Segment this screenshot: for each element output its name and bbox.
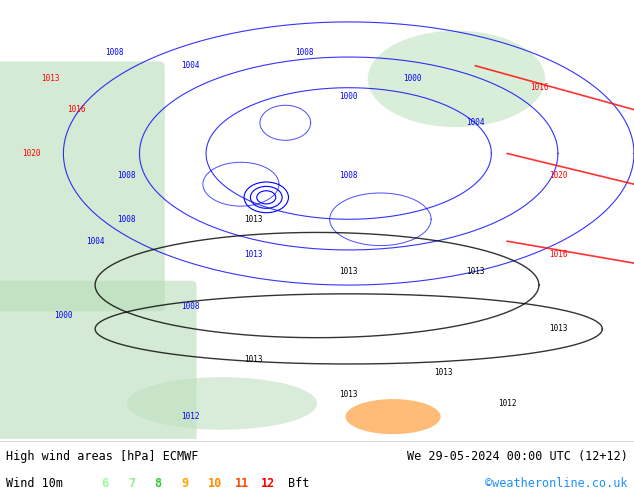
Text: ©weatheronline.co.uk: ©weatheronline.co.uk (485, 477, 628, 490)
Text: 1020: 1020 (548, 171, 567, 180)
Text: 1013: 1013 (244, 355, 263, 364)
Ellipse shape (368, 31, 545, 127)
Text: 1013: 1013 (244, 250, 263, 259)
Text: 1016: 1016 (548, 250, 567, 259)
Text: 1008: 1008 (105, 48, 124, 57)
Text: 1016: 1016 (529, 83, 548, 92)
Text: 1008: 1008 (181, 302, 200, 312)
Text: 1000: 1000 (339, 92, 358, 101)
Text: 1012: 1012 (498, 399, 517, 408)
Text: Wind 10m: Wind 10m (6, 477, 63, 490)
Text: 1000: 1000 (54, 311, 73, 320)
Text: 9: 9 (181, 477, 188, 490)
Text: 1004: 1004 (466, 118, 485, 127)
Text: 1013: 1013 (434, 368, 453, 377)
Text: 1004: 1004 (86, 237, 105, 245)
Text: 1008: 1008 (117, 171, 136, 180)
Text: We 29-05-2024 00:00 UTC (12+12): We 29-05-2024 00:00 UTC (12+12) (407, 450, 628, 463)
Text: 1013: 1013 (244, 215, 263, 224)
Text: 1008: 1008 (295, 48, 314, 57)
Text: 7: 7 (128, 477, 135, 490)
Text: 1013: 1013 (41, 74, 60, 83)
Ellipse shape (346, 399, 441, 434)
Text: 6: 6 (101, 477, 108, 490)
Text: 1000: 1000 (403, 74, 422, 83)
Text: 1008: 1008 (117, 215, 136, 224)
Text: 1004: 1004 (181, 61, 200, 70)
Text: 1013: 1013 (466, 268, 485, 276)
Text: Bft: Bft (288, 477, 309, 490)
Text: 10: 10 (208, 477, 222, 490)
Text: 12: 12 (261, 477, 275, 490)
FancyBboxPatch shape (0, 61, 165, 311)
Text: 1016: 1016 (67, 105, 86, 114)
Ellipse shape (127, 377, 317, 430)
Text: 8: 8 (155, 477, 162, 490)
Text: 11: 11 (235, 477, 249, 490)
Text: 1008: 1008 (339, 171, 358, 180)
Text: High wind areas [hPa] ECMWF: High wind areas [hPa] ECMWF (6, 450, 198, 463)
Text: 1013: 1013 (339, 390, 358, 399)
Text: 1020: 1020 (22, 149, 41, 158)
FancyBboxPatch shape (0, 281, 197, 443)
Text: 1012: 1012 (181, 412, 200, 421)
Text: 1013: 1013 (339, 268, 358, 276)
Text: 1013: 1013 (548, 324, 567, 333)
